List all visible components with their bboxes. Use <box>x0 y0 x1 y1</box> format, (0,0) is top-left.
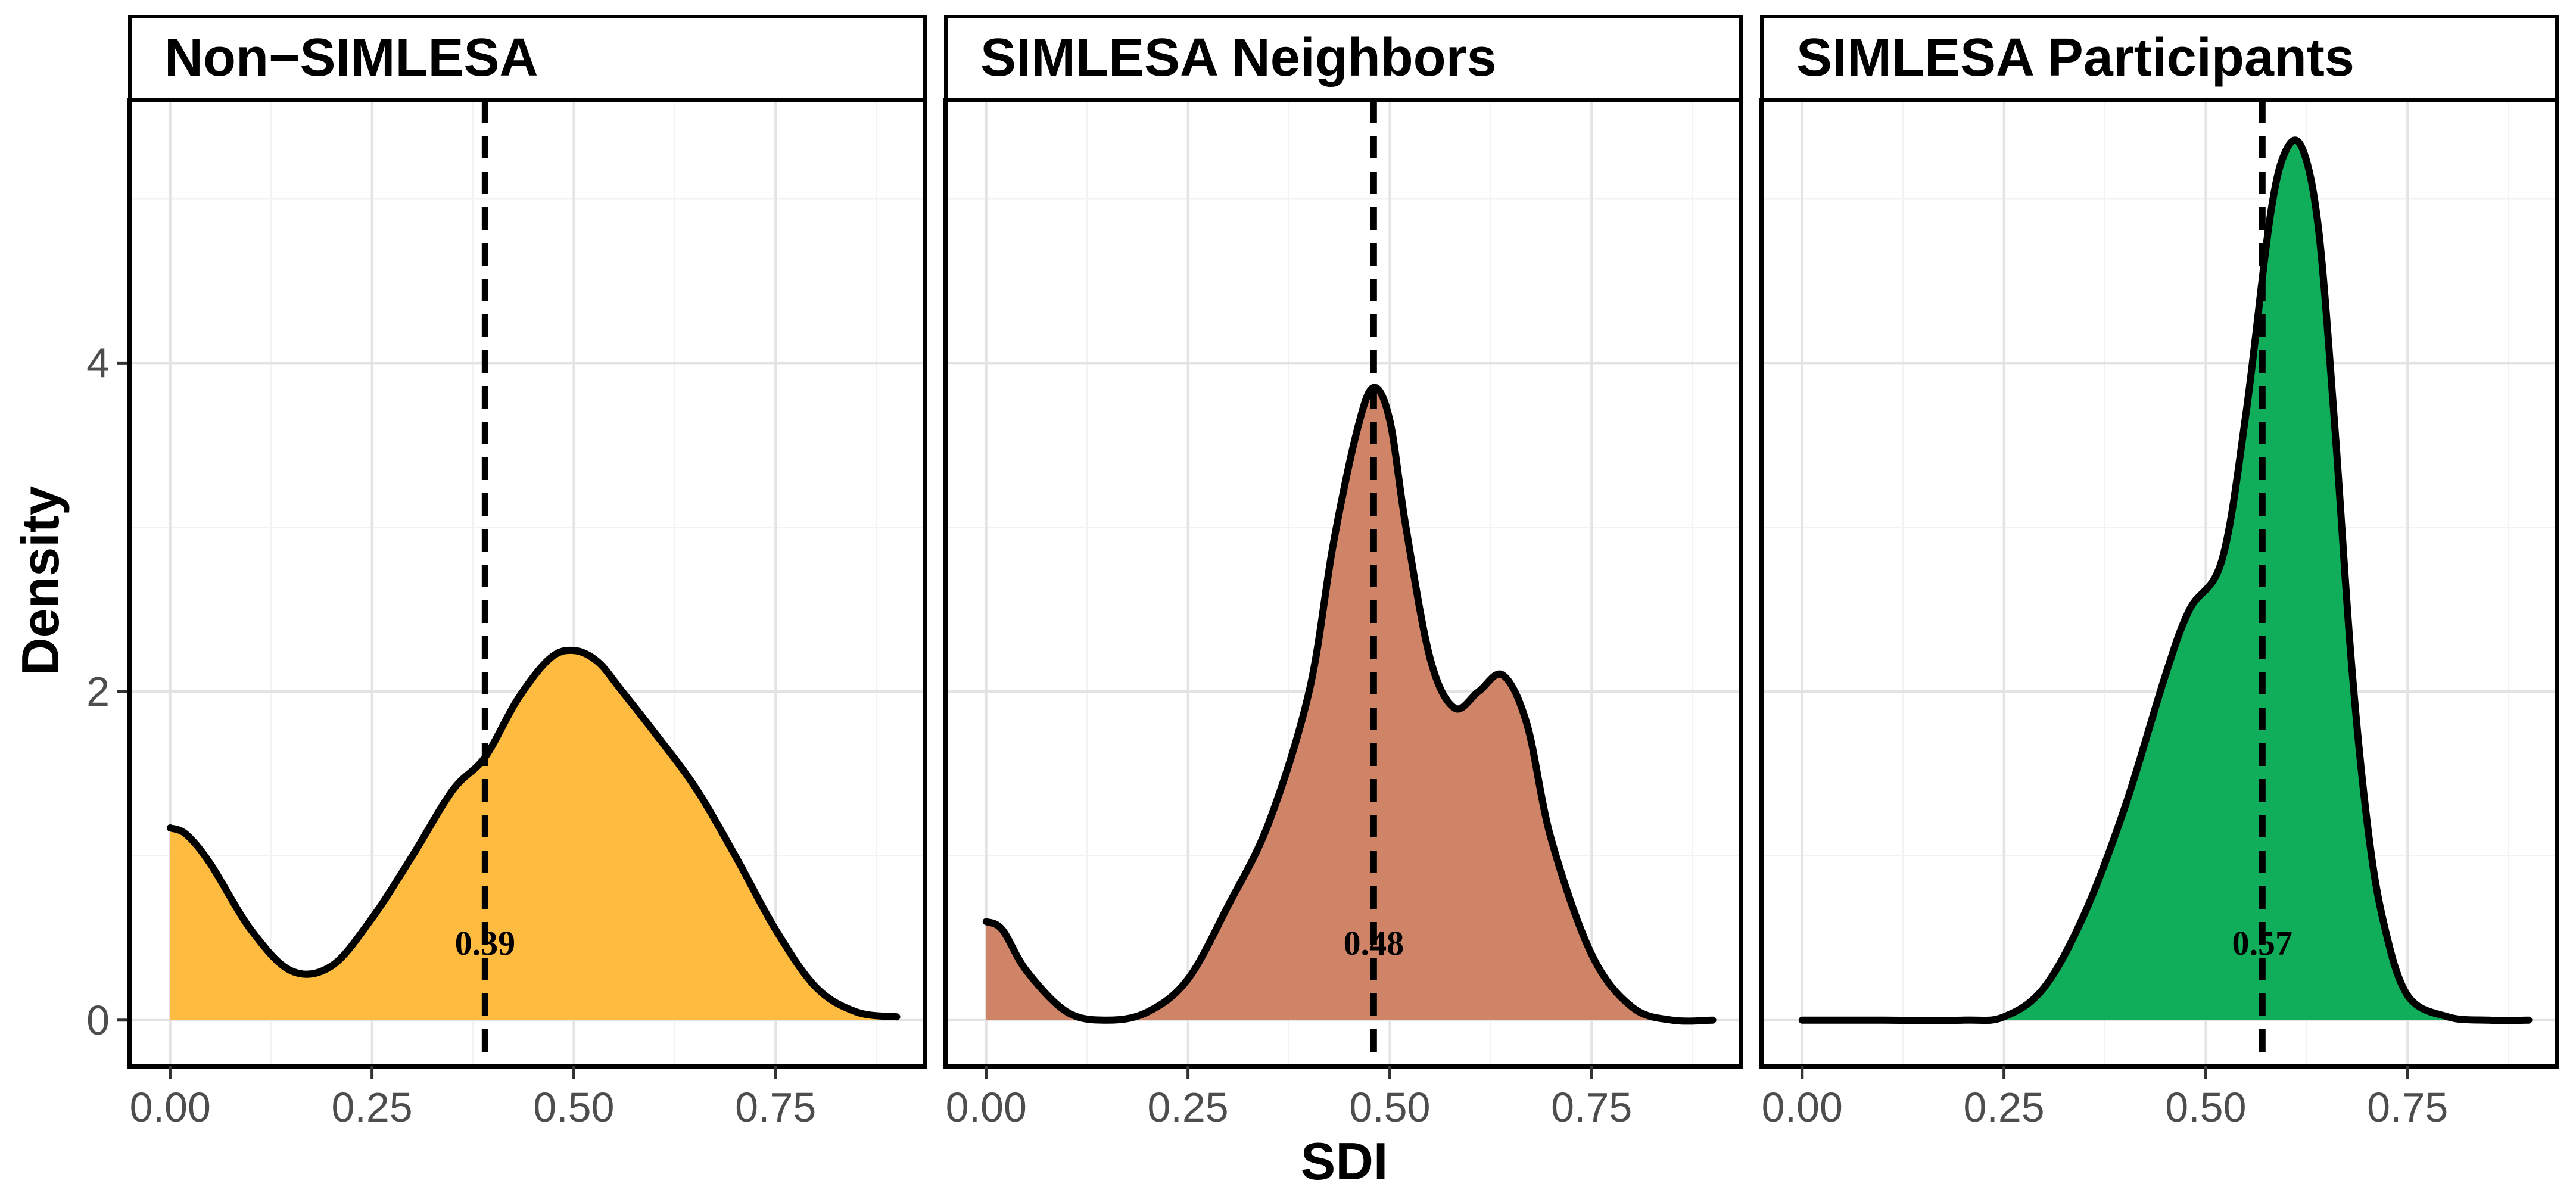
y-tick-label: 2 <box>86 668 110 715</box>
y-tick-label: 0 <box>86 997 110 1044</box>
chart-layer: 0 2 4 0.39 Non−SIMLESA 0.00 0.25 0.50 0.75 0.48 SI… <box>86 15 2559 1130</box>
x-tick-label: 0.25 <box>331 1084 412 1130</box>
mean-label: 0.57 <box>2232 924 2293 963</box>
x-tick-label: 0.00 <box>130 1084 211 1130</box>
x-tick-label: 0.75 <box>1551 1084 1632 1130</box>
x-tick-label: 0.25 <box>1147 1084 1228 1130</box>
mean-label: 0.48 <box>1344 924 1404 963</box>
x-tick-label: 0.00 <box>946 1084 1027 1130</box>
x-tick-label: 0.50 <box>1349 1084 1430 1130</box>
x-tick-label: 0.50 <box>2165 1084 2246 1130</box>
strip-title: SIMLESA Neighbors <box>980 28 1497 88</box>
x-tick-label: 0.75 <box>735 1084 816 1130</box>
density-area <box>170 650 897 1020</box>
x-tick-label: 0.25 <box>1963 1084 2044 1130</box>
density-line <box>1798 136 2533 1024</box>
mean-label: 0.39 <box>455 924 516 963</box>
x-tick-label: 0.00 <box>1762 1084 1843 1130</box>
strip-header <box>944 15 1743 102</box>
strip-header <box>128 15 927 102</box>
strip-title: Non−SIMLESA <box>164 28 538 88</box>
panel-2: 0.48 SIMLESA Neighbors 0.00 0.25 0.50 0.75 <box>943 15 1743 1130</box>
x-tick-label: 0.50 <box>533 1084 614 1130</box>
panel-1: 0.39 Non−SIMLESA 0.00 0.25 0.50 0.75 <box>127 15 927 1130</box>
strip-title: SIMLESA Participants <box>1796 28 2354 88</box>
density-line <box>166 646 901 1021</box>
strip-header <box>1760 15 2559 102</box>
density-area <box>986 387 1713 1021</box>
density-area <box>1802 140 2529 1021</box>
panel-3: 0.57 SIMLESA Participants 0.00 0.25 0.50 0.75 <box>1759 15 2559 1130</box>
x-tick-label: 0.75 <box>2367 1084 2448 1130</box>
y-tick-label: 4 <box>86 339 110 386</box>
y-axis-title: Density <box>11 486 70 675</box>
x-axis-title: SDI <box>1301 1132 1388 1191</box>
